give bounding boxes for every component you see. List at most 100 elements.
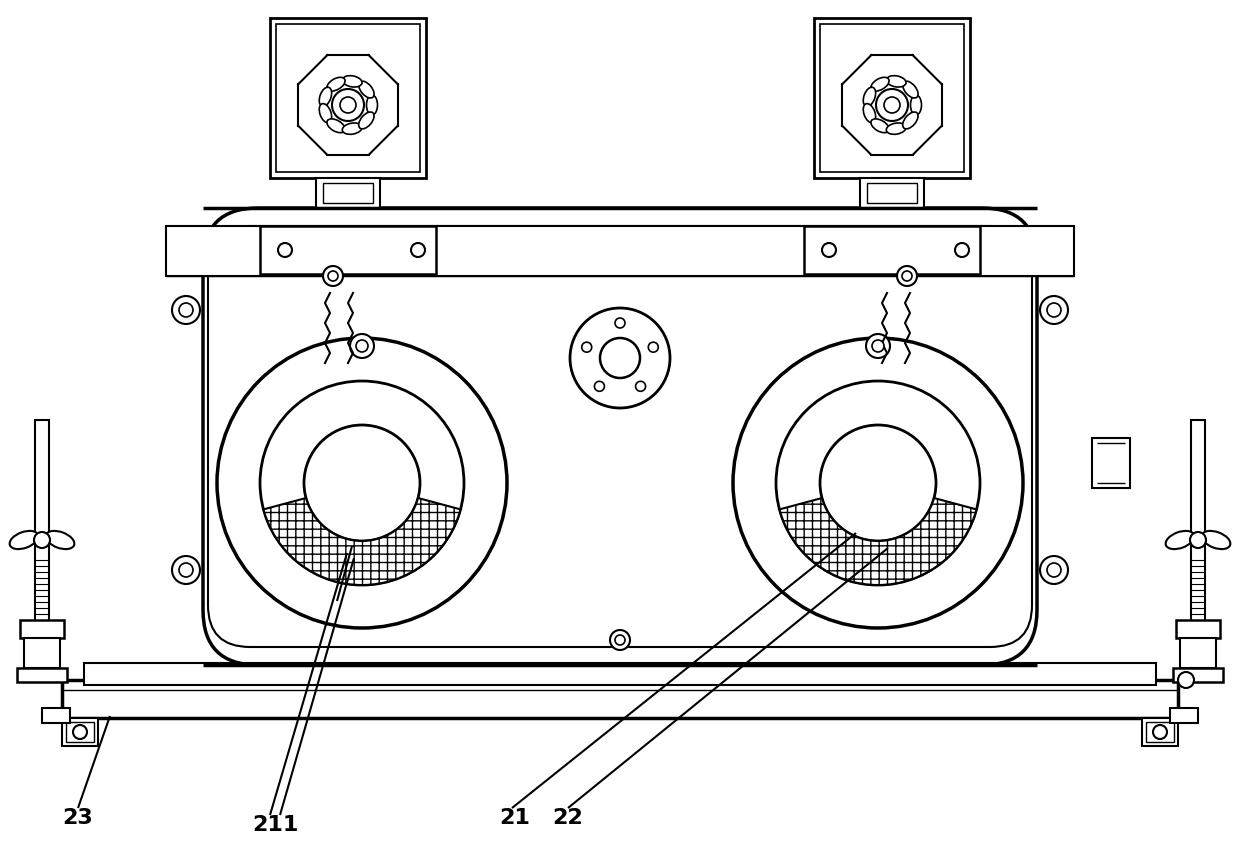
Circle shape	[776, 381, 980, 585]
Ellipse shape	[887, 75, 906, 87]
Ellipse shape	[870, 119, 889, 133]
Bar	[277, 24, 420, 172]
Circle shape	[410, 243, 425, 257]
Ellipse shape	[903, 81, 918, 98]
Bar	[820, 24, 963, 172]
Circle shape	[570, 308, 670, 408]
Bar	[1180, 638, 1216, 668]
Circle shape	[304, 425, 420, 541]
Circle shape	[884, 97, 900, 113]
Wedge shape	[263, 498, 460, 585]
Circle shape	[322, 266, 343, 286]
Text: 21: 21	[500, 808, 531, 828]
Bar	[24, 638, 60, 668]
Bar	[867, 183, 918, 203]
Bar	[260, 226, 436, 274]
Circle shape	[600, 338, 640, 378]
Bar	[1171, 708, 1198, 723]
Circle shape	[1047, 563, 1061, 577]
Bar	[62, 718, 98, 746]
Wedge shape	[780, 498, 977, 585]
Bar	[1176, 620, 1220, 638]
Circle shape	[33, 532, 50, 548]
Circle shape	[820, 425, 936, 541]
Ellipse shape	[46, 531, 74, 549]
Ellipse shape	[342, 123, 362, 135]
Circle shape	[901, 271, 911, 281]
Bar	[66, 722, 94, 742]
Circle shape	[1047, 303, 1061, 317]
Ellipse shape	[327, 119, 345, 133]
Circle shape	[822, 243, 836, 257]
Circle shape	[594, 381, 604, 391]
Ellipse shape	[863, 87, 875, 107]
Circle shape	[1040, 296, 1068, 324]
Bar	[1146, 722, 1174, 742]
Ellipse shape	[342, 75, 362, 87]
Bar	[270, 18, 427, 178]
Ellipse shape	[327, 77, 345, 91]
Ellipse shape	[863, 103, 875, 123]
Bar	[813, 18, 970, 178]
Ellipse shape	[887, 123, 906, 135]
Circle shape	[172, 296, 200, 324]
Circle shape	[1190, 532, 1207, 548]
Circle shape	[332, 89, 365, 121]
Circle shape	[217, 338, 507, 628]
Circle shape	[278, 243, 291, 257]
Ellipse shape	[910, 95, 921, 115]
Ellipse shape	[903, 112, 918, 129]
Bar	[804, 226, 980, 274]
Bar	[62, 680, 1178, 718]
Circle shape	[872, 340, 884, 352]
Circle shape	[955, 243, 968, 257]
Circle shape	[329, 271, 339, 281]
Ellipse shape	[358, 81, 374, 98]
Circle shape	[636, 381, 646, 391]
Circle shape	[356, 340, 368, 352]
FancyBboxPatch shape	[203, 208, 1037, 665]
Bar	[861, 178, 924, 208]
Circle shape	[615, 635, 625, 645]
Circle shape	[649, 342, 658, 352]
Bar	[84, 663, 1156, 685]
Ellipse shape	[1166, 531, 1194, 549]
Circle shape	[1040, 556, 1068, 584]
Bar	[1190, 420, 1205, 640]
Bar	[166, 226, 1074, 276]
Ellipse shape	[358, 112, 374, 129]
Circle shape	[260, 381, 464, 585]
Bar	[35, 420, 50, 640]
Ellipse shape	[367, 95, 377, 115]
Bar	[316, 178, 379, 208]
Text: 22: 22	[553, 808, 583, 828]
Ellipse shape	[319, 103, 331, 123]
Bar	[1173, 668, 1223, 682]
Ellipse shape	[1202, 531, 1230, 549]
Circle shape	[582, 342, 591, 352]
Circle shape	[875, 89, 908, 121]
Bar	[17, 668, 67, 682]
Bar	[42, 708, 69, 723]
Ellipse shape	[319, 87, 331, 107]
Ellipse shape	[870, 77, 889, 91]
Circle shape	[733, 338, 1023, 628]
Bar	[322, 183, 373, 203]
Circle shape	[615, 318, 625, 328]
Circle shape	[340, 97, 356, 113]
Circle shape	[172, 556, 200, 584]
Circle shape	[866, 334, 890, 358]
Circle shape	[1153, 725, 1167, 739]
Circle shape	[179, 563, 193, 577]
Text: 23: 23	[63, 808, 93, 828]
Text: 211: 211	[252, 815, 298, 835]
Circle shape	[350, 334, 374, 358]
Circle shape	[897, 266, 918, 286]
Circle shape	[610, 630, 630, 650]
Ellipse shape	[10, 531, 38, 549]
Bar	[1092, 438, 1130, 488]
Circle shape	[73, 725, 87, 739]
Bar	[20, 620, 64, 638]
Bar	[1142, 718, 1178, 746]
Circle shape	[179, 303, 193, 317]
